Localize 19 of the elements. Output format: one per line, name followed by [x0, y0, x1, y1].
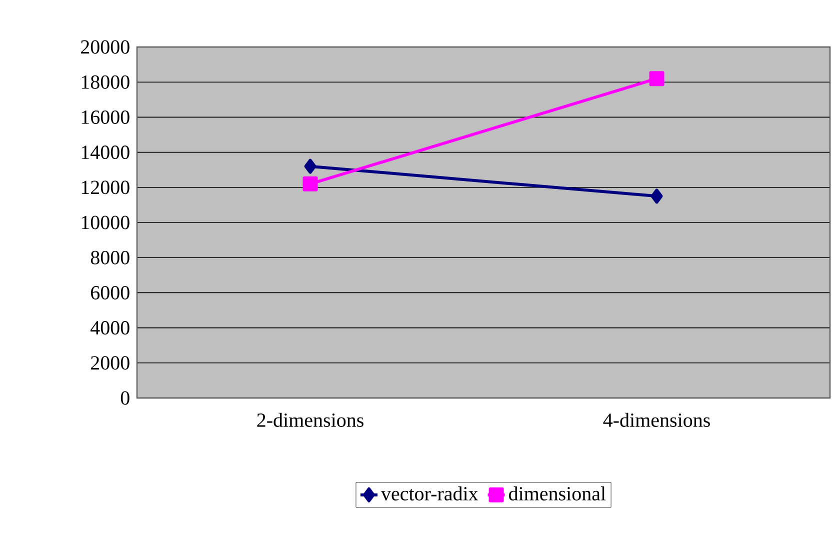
y-tick-label: 18000: [82, 75, 130, 89]
y-tick-label: 16000: [82, 110, 130, 124]
y-tick-label: 14000: [82, 146, 130, 160]
legend-label: vector-radix: [380, 486, 478, 501]
y-tick-label: 6000: [90, 286, 130, 300]
y-tick-label: 0: [120, 391, 130, 405]
point: [649, 71, 664, 86]
x-tick-label: 2-dimensions: [257, 412, 364, 427]
point: [302, 176, 318, 192]
point: [650, 188, 663, 204]
y-tick-label: 8000: [90, 250, 130, 264]
y-tick-label: 20000: [81, 40, 130, 54]
y-tick-label: 4000: [90, 321, 130, 335]
y-tick-label: 10000: [82, 216, 130, 230]
legend-label: dimensional: [509, 486, 606, 501]
x-tick-label: 4-dimensions: [603, 412, 710, 427]
point: [304, 158, 316, 174]
y-tick-label: 12000: [82, 180, 130, 194]
y-tick-label: 2000: [91, 356, 130, 370]
